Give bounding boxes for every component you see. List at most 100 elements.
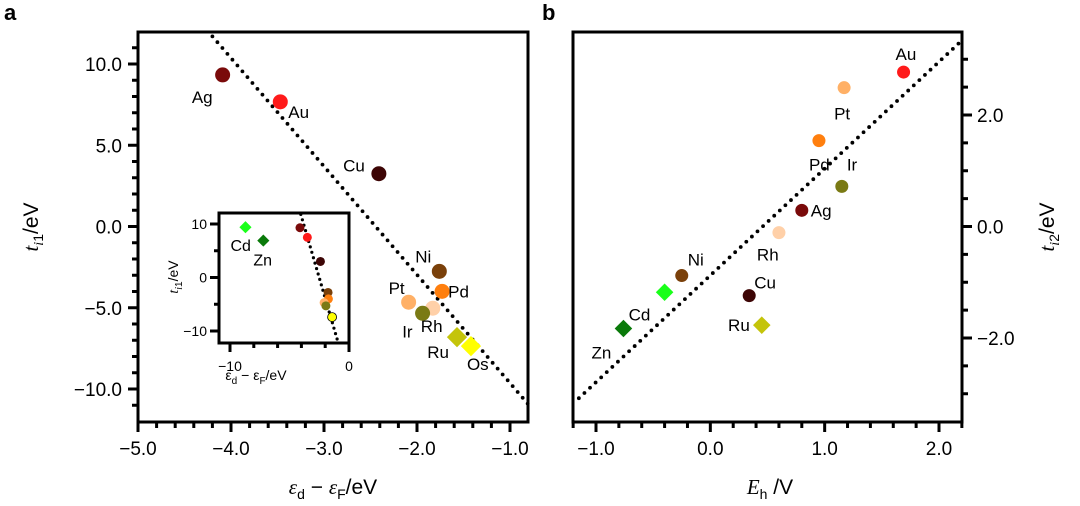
panel-b-fit-line-dot <box>816 172 821 176</box>
panel-a-x-tick-label: −5.0 <box>119 439 157 460</box>
inset-fit-line-dot <box>300 218 304 222</box>
panel-b-fit-line-dot <box>766 219 771 223</box>
panel-b-fit-line-dot <box>683 297 687 302</box>
panel-b-fit-line-dot <box>610 365 615 369</box>
point-rh <box>772 226 786 240</box>
inset-fit-line-dot <box>310 250 314 254</box>
panel-a-ylabel: ti1/eV <box>19 202 47 251</box>
panel-b-fit-line-dot <box>923 73 927 77</box>
inset-point-2 <box>295 223 305 233</box>
label-zn: Zn <box>591 344 611 363</box>
panel-a-y-tick-label: 0.0 <box>96 218 122 239</box>
panel-a-fit-line-dot <box>380 232 385 237</box>
panel-b-fit-line-dot <box>861 130 866 135</box>
inset-fit-line-dot <box>321 288 325 292</box>
inset-frame <box>217 211 351 345</box>
inset-xlabel: εd − εF/eV <box>225 367 287 387</box>
panel-a-fit-line-dot <box>395 250 400 254</box>
panel-a-fit-line-dot <box>225 51 230 56</box>
panel-b-fit-line-dot <box>576 396 581 401</box>
panel-b-fit-line-dot <box>655 323 659 328</box>
panel-b-x-tick-label: 1.0 <box>811 439 837 460</box>
panel-a-fit-line-dot <box>240 69 245 74</box>
point-ru <box>446 327 468 348</box>
panel-a-fit-line-dot <box>465 331 470 336</box>
panel-a-fit-line-dot <box>455 320 460 324</box>
inset-fit-line-dot <box>313 261 317 265</box>
panel-b-fit-line-dot <box>934 62 939 67</box>
panel-b-fit-line-dot <box>643 333 648 338</box>
inset-label-zn: Zn <box>253 253 272 270</box>
panel-a-fit-line-dot <box>500 372 505 377</box>
label-os: Os <box>467 355 489 374</box>
panel-b-fit-line-dot <box>833 156 838 161</box>
panel-b-y-tick-label: 0.0 <box>977 218 1003 239</box>
inset-fit-line-dot <box>308 245 312 249</box>
panel-b-fit-line-dot <box>666 312 671 317</box>
panel-b-fit-line-dot <box>783 203 788 208</box>
panel-b-fit-line-dot <box>722 260 726 265</box>
label-pd: Pd <box>448 282 469 301</box>
panel-a-fit-line-dot <box>255 86 260 91</box>
panel-b-fit-line-dot <box>822 166 827 171</box>
panel-a-fit-line-dot <box>460 325 465 330</box>
panel-a-fit-line-dot <box>345 191 350 196</box>
panel-a-fit-line-dot <box>245 75 250 80</box>
panel-a-fit-line-dot <box>330 174 335 179</box>
panel-letter-a: a <box>4 0 17 25</box>
panel-b-fit-line-dot <box>883 109 888 114</box>
panel-a-fit-line-dot <box>355 203 360 208</box>
panel-b-fit-line-dot <box>671 307 676 312</box>
panel-a-x-tick-label: −3.0 <box>305 439 343 460</box>
panel-a-fit-line-dot <box>405 261 410 266</box>
inset-point-cd <box>239 221 252 234</box>
panel-a-y-tick-label: 10.0 <box>85 55 122 76</box>
panel-a-fit-line-dot <box>485 355 490 359</box>
panel-b-fit-line-dot <box>694 286 698 291</box>
label-cu: Cu <box>754 274 776 293</box>
panel-a-fit-line-dot <box>305 145 310 150</box>
panel-a-x-tick-label: −1.0 <box>491 439 529 460</box>
panel-a-x-tick-label: −4.0 <box>212 439 250 460</box>
label-rh: Rh <box>421 317 443 336</box>
panel-b-y-tick-label: −2.0 <box>977 329 1015 350</box>
panel-b-fit-line-dot <box>627 349 631 354</box>
panel-b-fit-line-dot <box>710 271 715 275</box>
panel-a-fit-line-dot <box>250 81 255 85</box>
point-au <box>272 94 288 110</box>
panel-a-fit-line-dot <box>220 46 225 50</box>
panel-b-x-tick-label: −1.0 <box>577 439 615 460</box>
panel-b-fit-line-dot <box>878 114 883 119</box>
point-ir <box>415 305 431 321</box>
inset-point-8 <box>321 301 331 311</box>
panel-a-fit-line-dot <box>400 255 405 260</box>
panel-a-fit-line-dot <box>415 273 420 278</box>
panel-a-fit-line-dot <box>440 302 445 307</box>
inset-fit-line-dot <box>316 272 320 276</box>
label-ir: Ir <box>402 322 413 341</box>
point-zn <box>614 319 633 338</box>
panel-b-fit-line-dot <box>956 41 961 46</box>
panel-b-ylabel: ti2/eV <box>1035 202 1063 251</box>
panel-b-fit-line-dot <box>872 119 877 124</box>
panel-b-fit-line-dot <box>716 265 721 270</box>
panel-a-fit-line-dot <box>430 290 435 295</box>
panel-b-fit-line-dot <box>811 177 816 182</box>
inset-fit-line-dot <box>335 337 339 341</box>
panel-b-fit-line-dot <box>755 229 760 234</box>
panel-a-fit-line-dot <box>210 34 215 39</box>
panel-b-fit-line-dot <box>727 255 732 260</box>
panel-a-fit-line-dot <box>420 279 425 284</box>
point-os <box>460 335 482 357</box>
panel-a-fit-line-dot <box>370 221 375 225</box>
panel-a-fit-line-dot <box>410 267 415 272</box>
panel-a-fit-line-dot <box>290 127 295 132</box>
inset-fit-line-dot <box>314 266 319 271</box>
panel-b-fit-line-dot <box>945 52 950 56</box>
point-pt <box>837 81 851 95</box>
panel-b-fit-line-dot <box>867 125 872 129</box>
label-ru: Ru <box>427 343 449 362</box>
inset-point-9 <box>327 312 338 322</box>
panel-b-fit-line-dot <box>906 88 911 93</box>
